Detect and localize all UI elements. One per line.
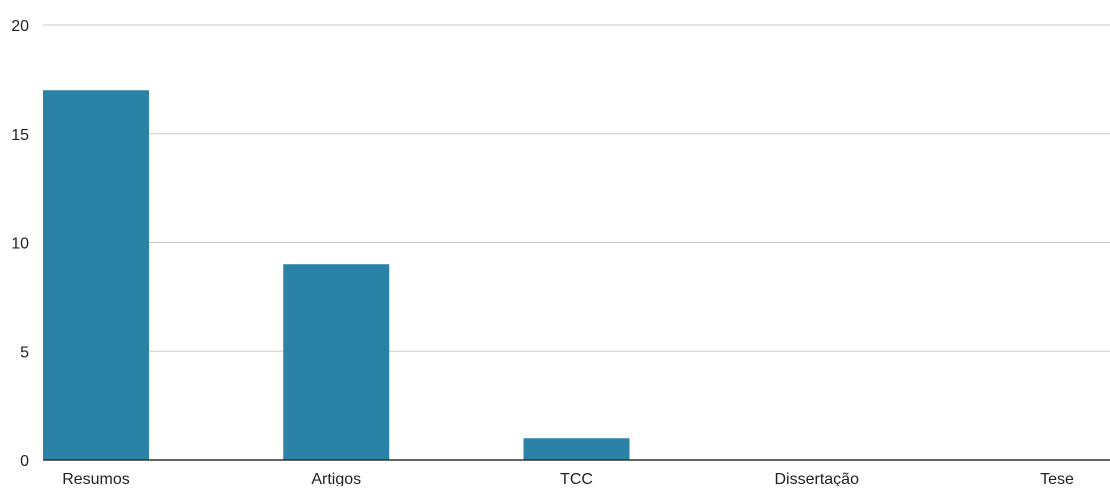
y-tick-label: 0 xyxy=(20,453,29,470)
x-tick-label: Dissertação xyxy=(775,471,860,486)
x-tick-label: Resumos xyxy=(62,471,130,486)
y-tick-label: 5 xyxy=(20,344,29,361)
y-tick-label: 10 xyxy=(11,236,29,253)
y-tick-label: 15 xyxy=(11,127,29,144)
bars xyxy=(43,90,630,460)
bar-artigos xyxy=(283,264,390,460)
grid-lines xyxy=(43,24,1110,352)
x-axis-tick-labels: Resumos Artigos TCC Dissertação Tese xyxy=(62,471,1074,488)
y-tick-label: 20 xyxy=(11,18,29,35)
bar-tcc xyxy=(523,438,630,460)
x-tick-label: Artigos xyxy=(311,471,361,486)
x-tick-label: Tese xyxy=(1040,471,1074,486)
y-axis-tick-labels: 0 5 10 15 20 xyxy=(11,18,29,470)
bar-resumos xyxy=(43,90,149,460)
x-tick-label: TCC xyxy=(560,471,593,486)
